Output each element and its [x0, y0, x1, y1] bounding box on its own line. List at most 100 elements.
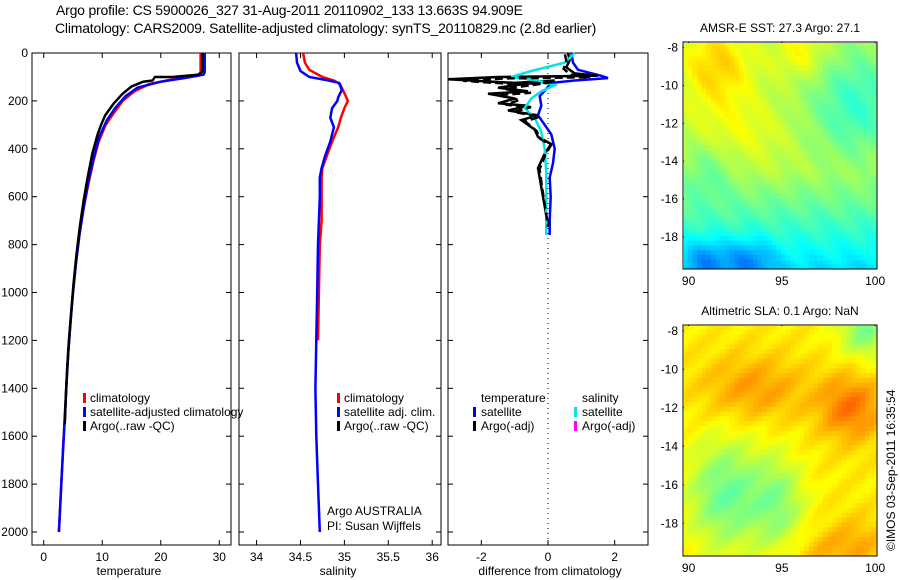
heatmap-cell	[766, 235, 773, 242]
heatmap-cell	[725, 183, 731, 190]
heatmap-cell	[739, 75, 745, 81]
heatmap-cell	[827, 531, 833, 538]
heatmap-cell	[855, 122, 861, 128]
heatmap-cell	[706, 207, 712, 213]
heatmap-cell	[701, 358, 707, 365]
heatmap-cell	[711, 51, 717, 57]
heatmap-cell	[766, 406, 773, 413]
heatmap-cell	[869, 240, 875, 246]
heatmap-cell	[771, 326, 777, 331]
heatmap-cell	[766, 231, 773, 237]
heatmap-cell	[794, 450, 801, 456]
heatmap-cell	[874, 79, 877, 86]
heatmap-cell	[827, 174, 833, 180]
heatmap-cell	[701, 377, 707, 384]
heatmap-cell	[711, 254, 717, 261]
heatmap-cell	[692, 358, 698, 365]
heatmap-cell	[850, 426, 857, 432]
heatmap-cell	[684, 193, 689, 199]
heatmap-cell	[813, 193, 819, 199]
heatmap-cell	[684, 221, 689, 227]
heatmap-cell	[841, 202, 847, 209]
heatmap-cell	[874, 160, 877, 166]
heatmap-cell	[813, 70, 819, 76]
heatmap-cell	[748, 426, 754, 432]
heatmap-cell	[850, 440, 857, 446]
heatmap-cell	[715, 212, 721, 218]
heatmap-cell	[757, 103, 763, 109]
heatmap-cell	[729, 377, 735, 384]
heatmap-cell	[701, 517, 707, 523]
heatmap-cell	[841, 426, 847, 432]
heatmap-cell	[794, 445, 801, 451]
heatmap-cell	[790, 231, 796, 237]
heatmap-cell	[753, 98, 759, 104]
heatmap-cell	[687, 373, 693, 379]
heatmap-cell	[771, 179, 777, 185]
heatmap-cell	[687, 546, 693, 552]
heatmap-cell	[748, 183, 754, 190]
heatmap-cell	[715, 503, 721, 509]
heatmap-cell	[860, 165, 866, 171]
heatmap-cell	[827, 89, 833, 95]
heatmap-cell	[813, 51, 819, 57]
legend-swatch-climatology	[83, 393, 86, 403]
heatmap-cell	[776, 440, 782, 446]
heatmap-cell	[836, 517, 843, 523]
heatmap-cell	[832, 112, 838, 119]
heatmap-cell	[790, 531, 796, 538]
heatmap-cell	[869, 479, 875, 485]
heatmap-cell	[804, 363, 810, 369]
heatmap-cell	[818, 117, 824, 123]
heatmap-cell	[729, 174, 735, 180]
heatmap-cell	[725, 531, 731, 538]
heatmap-cell	[701, 193, 707, 199]
heatmap-cell	[776, 474, 782, 480]
heatmap-cell	[748, 358, 754, 365]
heatmap-cell	[753, 51, 759, 57]
heatmap-cell	[734, 245, 740, 251]
heatmap-cell	[725, 377, 731, 384]
heatmap-cell	[874, 368, 877, 374]
heatmap-cell	[780, 536, 787, 543]
heatmap-cell	[684, 551, 689, 556]
heatmap-cell	[813, 221, 819, 227]
heatmap-cell	[860, 70, 866, 76]
heatmap-cell	[869, 122, 875, 128]
heatmap-cell	[846, 339, 852, 345]
heatmap-cell	[846, 150, 852, 157]
heatmap-cell	[743, 450, 749, 456]
heatmap-cell	[715, 188, 721, 194]
heatmap-cell	[813, 212, 819, 218]
heatmap-cell	[780, 46, 787, 52]
heatmap-cell	[818, 536, 824, 543]
heatmap-cell	[850, 517, 857, 523]
heatmap-cell	[729, 75, 735, 81]
heatmap-cell	[697, 183, 703, 190]
heatmap-cell	[860, 464, 866, 470]
heatmap-cell	[771, 397, 777, 403]
heatmap-cell	[711, 373, 717, 379]
heatmap-cell	[827, 122, 833, 128]
heatmap-cell	[766, 326, 773, 331]
heatmap-cell	[715, 231, 721, 237]
heatmap-cell	[771, 493, 777, 499]
heatmap-cell	[730, 556, 735, 561]
heatmap-cell	[846, 469, 852, 475]
heatmap-cell	[813, 165, 819, 171]
heatmap-cell	[734, 450, 740, 456]
heatmap-cell	[799, 488, 805, 494]
heatmap-cell	[780, 146, 787, 152]
heatmap-cell	[762, 212, 768, 218]
heatmap-cell	[701, 174, 707, 180]
heatmap-cell	[813, 334, 819, 340]
heatmap-cell	[864, 363, 871, 369]
heatmap-cell	[813, 469, 819, 475]
heatmap-cell	[701, 212, 707, 218]
heatmap-cell	[706, 169, 712, 175]
heatmap-cell	[739, 421, 745, 427]
heatmap-cell	[841, 179, 847, 185]
heatmap-cell	[785, 240, 791, 246]
heatmap-cell	[864, 474, 871, 480]
heatmap-cell	[762, 150, 768, 157]
